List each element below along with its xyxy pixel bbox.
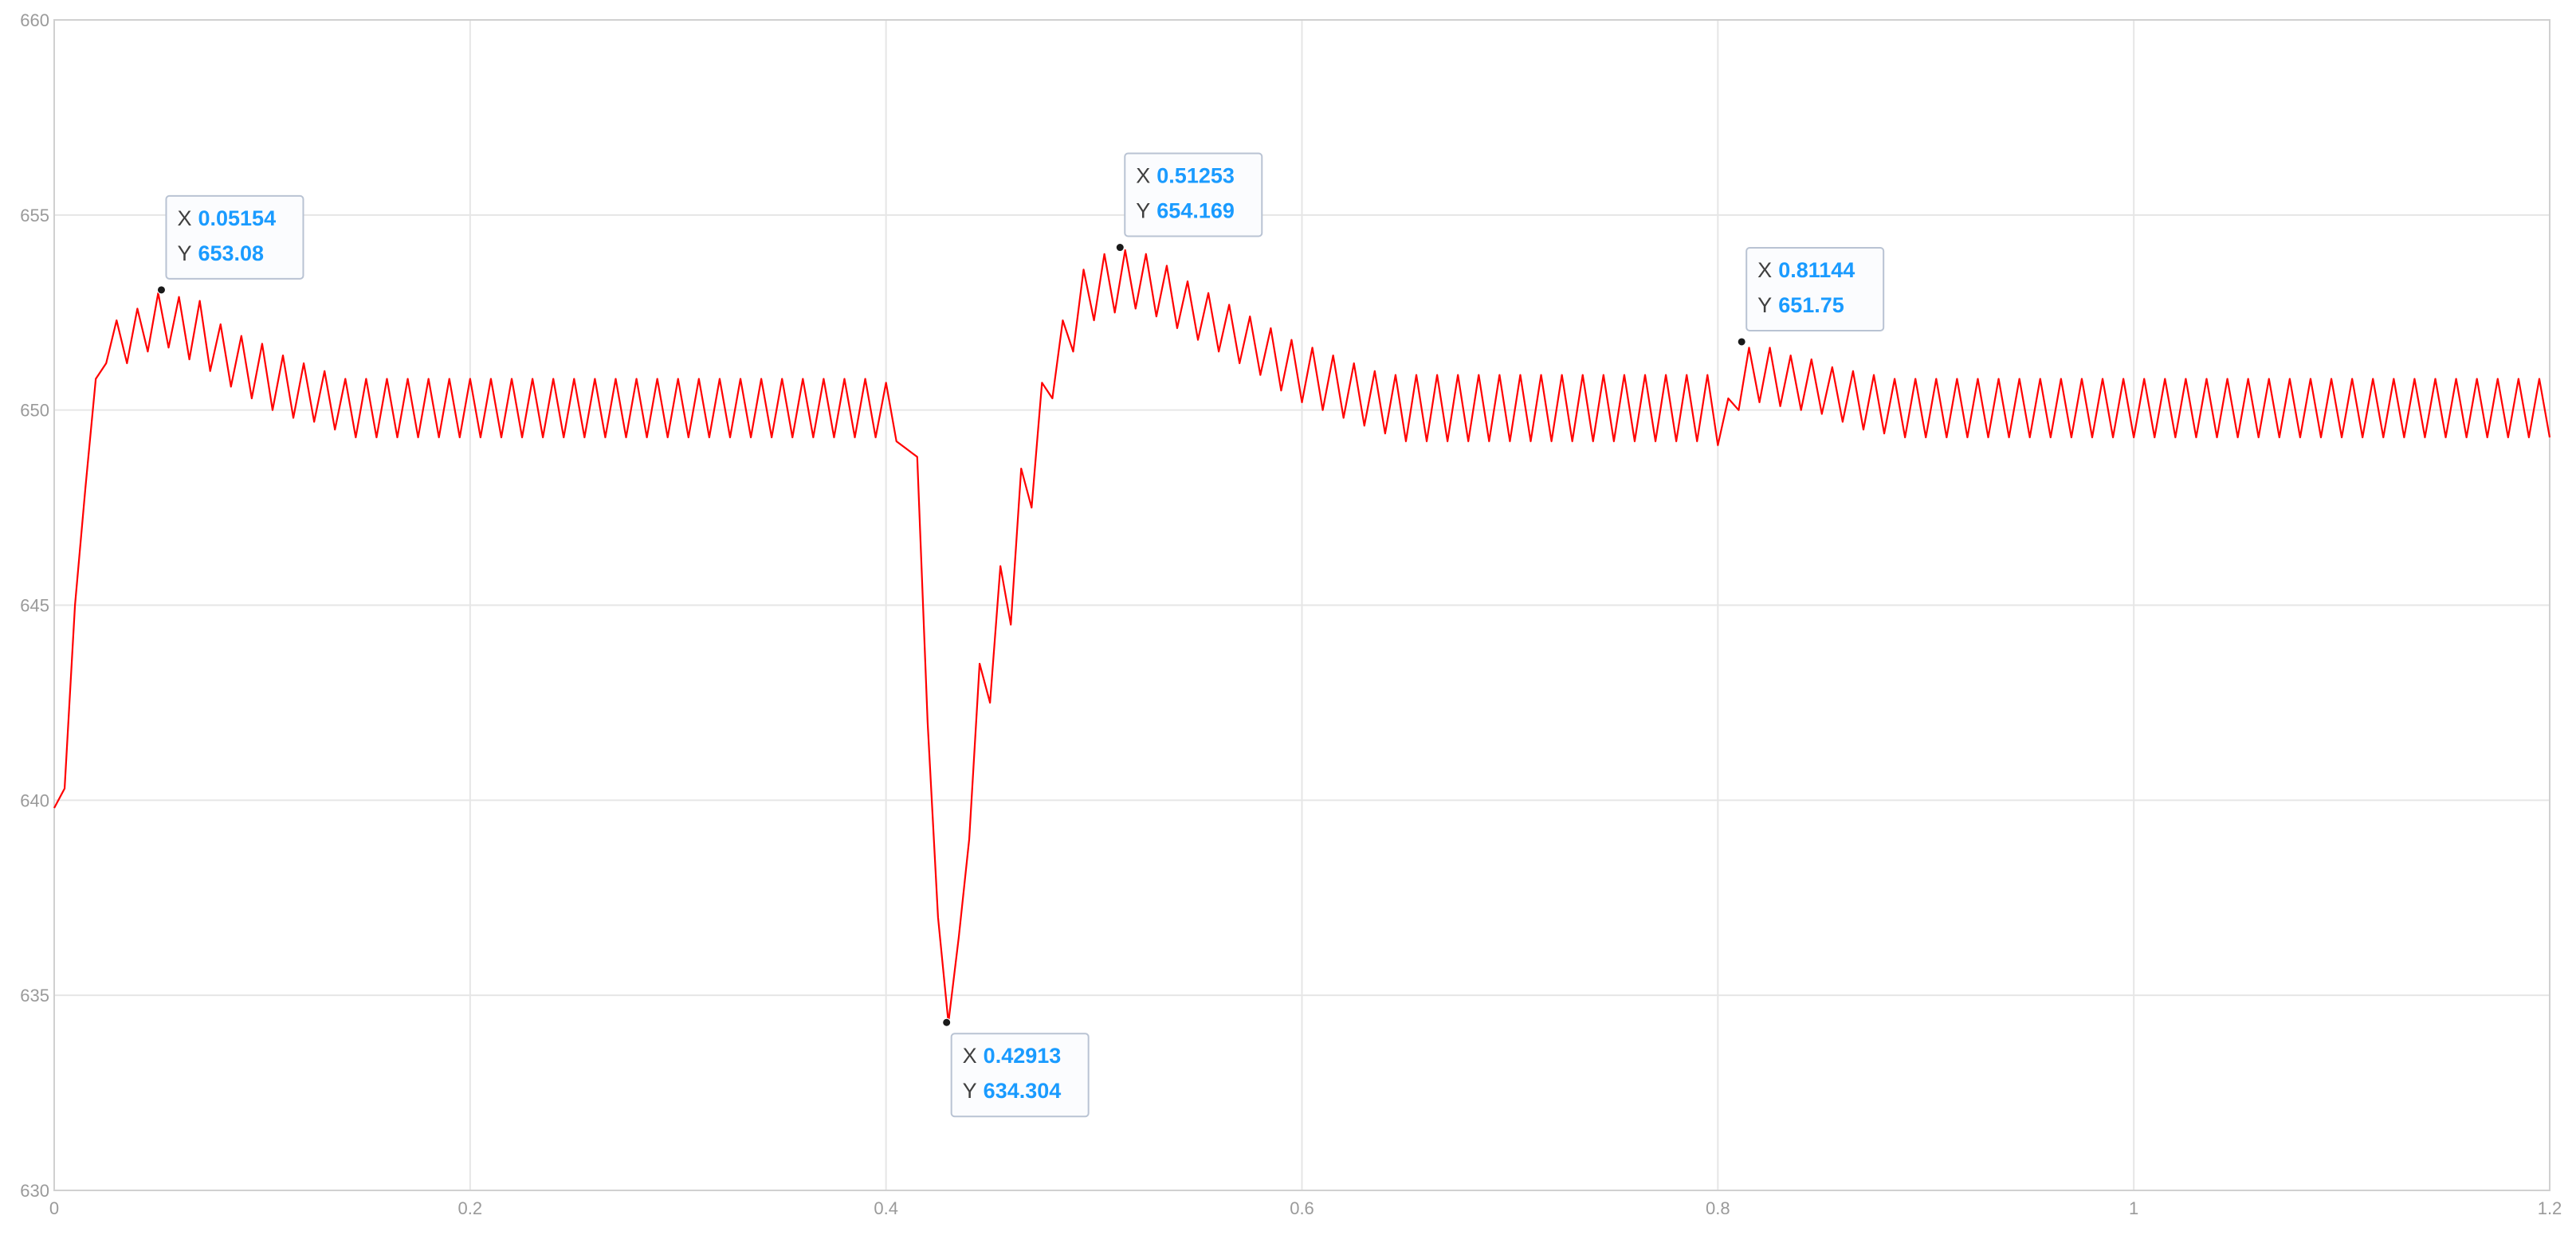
datatip-key: Y	[963, 1079, 977, 1103]
y-tick-label: 650	[20, 401, 49, 421]
datatip-marker	[1737, 337, 1746, 347]
x-tick-label: 0.6	[1290, 1198, 1314, 1218]
y-tick-label: 640	[20, 790, 49, 810]
x-tick-label: 0.2	[458, 1198, 483, 1218]
datatip-key: Y	[1136, 199, 1150, 223]
datatip-text: X 0.05154	[177, 206, 276, 230]
datatip-text: Y 651.75	[1757, 293, 1844, 317]
y-tick-label: 645	[20, 596, 49, 616]
datatip-box	[1745, 246, 1885, 331]
x-tick-label: 1	[2129, 1198, 2138, 1218]
datatip-key: Y	[177, 241, 191, 265]
datatip-box	[950, 1033, 1090, 1118]
datatip-box	[165, 194, 304, 280]
datatip-key: X	[963, 1044, 977, 1068]
datatip-value: 651.75	[1778, 293, 1844, 317]
datatip-box	[1124, 152, 1263, 237]
datatip: X 0.42913 Y 634.304	[942, 1017, 1090, 1118]
x-tick-label: 0.4	[874, 1198, 898, 1218]
datatip-value: 634.304	[984, 1079, 1062, 1103]
x-tick-label: 1.2	[2538, 1198, 2562, 1218]
datatip-value: 654.169	[1156, 199, 1235, 223]
y-tick-label: 630	[20, 1181, 49, 1201]
datatip-marker	[1115, 243, 1125, 253]
datatip-value: 0.51253	[1156, 164, 1235, 188]
datatip: X 0.05154 Y 653.08	[156, 194, 304, 295]
datatip-key: X	[177, 206, 191, 230]
x-tick-label: 0.8	[1706, 1198, 1730, 1218]
datatip-value: 0.81144	[1778, 258, 1855, 282]
y-tick-label: 660	[20, 10, 49, 30]
datatip-text: X 0.42913	[963, 1044, 1062, 1068]
datatip-value: 0.42913	[984, 1044, 1062, 1068]
x-tick-label: 0	[49, 1198, 59, 1218]
datatip-text: X 0.81144	[1757, 258, 1855, 282]
datatip-text: Y 634.304	[963, 1079, 1062, 1103]
datatip-key: Y	[1757, 293, 1772, 317]
data-line	[53, 249, 2551, 1024]
datatip-value: 0.05154	[198, 206, 276, 230]
datatip-key: X	[1757, 258, 1772, 282]
datatip-text: Y 654.169	[1136, 199, 1235, 223]
datatip-marker	[942, 1017, 952, 1027]
datatip-key: X	[1136, 164, 1150, 188]
y-tick-label: 635	[20, 986, 49, 1006]
datatip-marker	[156, 285, 166, 295]
datatip-value: 653.08	[198, 241, 264, 265]
y-tick-label: 655	[20, 206, 49, 225]
axes-box	[53, 19, 2550, 1191]
datatip-text: Y 653.08	[177, 241, 264, 265]
datatip-text: X 0.51253	[1136, 164, 1235, 188]
